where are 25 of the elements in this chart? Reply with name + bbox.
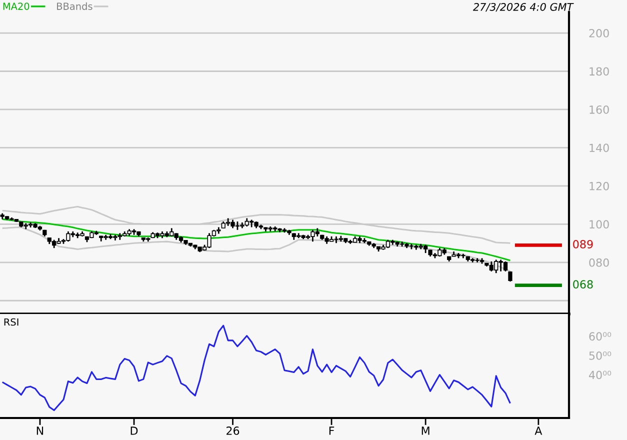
y-tick-label: 160 [590,105,609,114]
data-label: 068 [573,280,593,289]
data-label: 089 [573,240,593,248]
y-tick-label: 200 [589,29,609,38]
candlestick [503,260,508,272]
chart-title: RSI [4,318,18,326]
y-tick-label: 180 [590,67,609,76]
line-series [2,218,511,262]
line-series [2,324,511,412]
x-tick-label: N [36,426,44,435]
x-tick-label: D [130,426,138,435]
y-tick-label: 50⁰⁰ [589,351,612,360]
y-tick-label: 100 [590,220,609,229]
x-tick-label: M [422,426,430,435]
y-tick-label: 60⁰⁰ [589,332,612,341]
y-tick-label: 120 [590,182,609,190]
y-tick-label: 080 [589,258,609,267]
text: 27/3/2026 4:0 GMT [472,2,574,12]
y-tick-label: 40⁰⁰ [588,370,612,380]
legend-label: MA20 [3,2,30,10]
x-tick-label: F [329,426,334,435]
y-tick-label: 140 [590,144,609,152]
legend-label: BBands [57,2,92,10]
x-tick-label: 26 [226,426,240,435]
x-tick-label: A [534,426,542,435]
